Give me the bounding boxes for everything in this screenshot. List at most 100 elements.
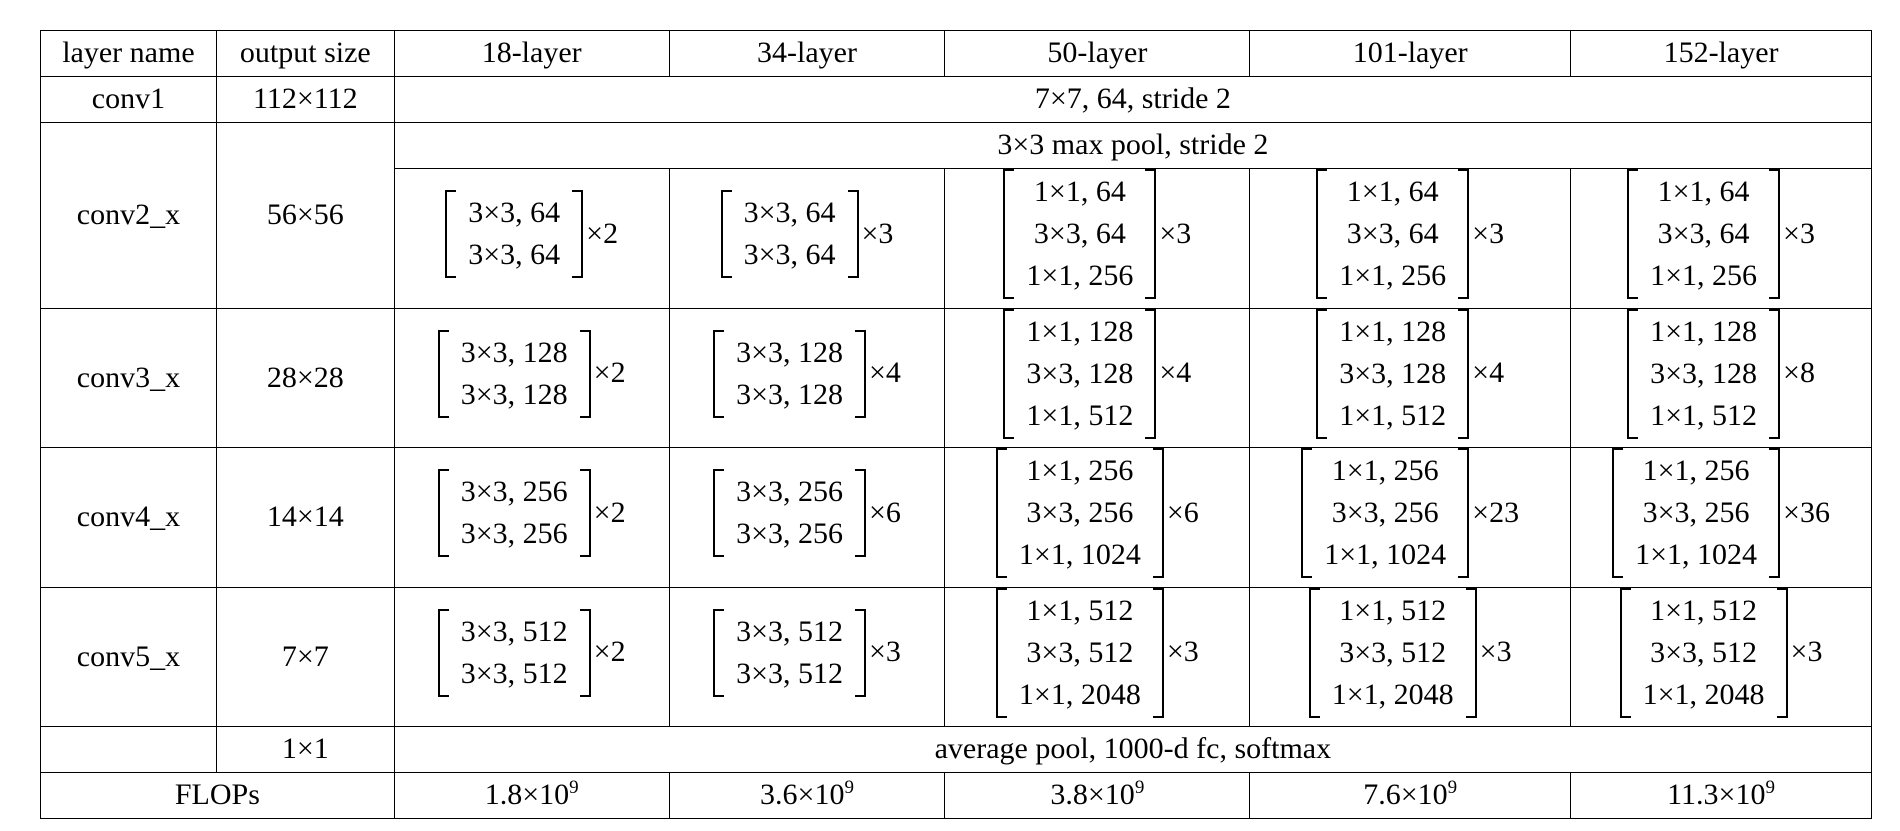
block-matrix: 3×3, 128 3×3, 128 (713, 329, 867, 418)
layer-name-cell: conv1 (40, 76, 217, 123)
block-entries: 3×3, 256 3×3, 256 (724, 469, 855, 557)
block-entries: 3×3, 256 3×3, 256 (449, 469, 580, 557)
right-bracket (1776, 587, 1788, 718)
block-matrix: 1×1, 64 3×3, 64 1×1, 256 (1003, 169, 1157, 299)
left-bracket (1316, 169, 1328, 299)
block-entry: 3×3, 256 (1026, 496, 1134, 529)
block-entry: 3×3, 256 (1331, 496, 1439, 529)
block-multiplier: ×8 (1783, 356, 1815, 390)
output-size-cell: 112×112 (215, 76, 395, 123)
left-bracket (1627, 169, 1639, 299)
block-cell: 1×1, 128 3×3, 128 1×1, 512 ×4 (944, 307, 1251, 448)
block-multiplier: ×6 (869, 495, 901, 529)
block-entries: 3×3, 128 3×3, 128 (724, 330, 855, 418)
flops-value: 7.6×109 (1249, 772, 1572, 819)
block-entry: 1×1, 2048 (1642, 677, 1765, 711)
left-bracket (1308, 587, 1320, 718)
block-entry: 3×3, 64 (468, 238, 561, 271)
block-multiplier: ×3 (1790, 635, 1823, 669)
building-block: 1×1, 512 3×3, 512 1×1, 2048 ×3 (1619, 587, 1823, 718)
block-entry: 3×3, 256 (736, 517, 844, 550)
block-entries: 1×1, 256 3×3, 256 1×1, 1024 (1312, 448, 1458, 578)
block-entries: 1×1, 64 3×3, 64 1×1, 256 (1638, 169, 1769, 299)
building-block: 3×3, 64 3×3, 64 ×2 (445, 190, 618, 278)
block-cell: 1×1, 256 3×3, 256 1×1, 1024 ×23 (1249, 447, 1572, 588)
block-cell: 1×1, 512 3×3, 512 1×1, 2048 ×3 (944, 586, 1251, 727)
output-size-cell: 28×28 (215, 307, 395, 448)
left-bracket (995, 448, 1007, 578)
right-bracket (1769, 169, 1781, 299)
flops-label: FLOPs (40, 772, 395, 819)
block-matrix: 3×3, 256 3×3, 256 (713, 469, 867, 557)
block-multiplier: ×2 (586, 216, 619, 250)
building-block: 3×3, 512 3×3, 512 ×3 (713, 608, 901, 697)
flops-exponent: 9 (1447, 777, 1458, 799)
block-entry: 3×3, 128 (1650, 356, 1758, 390)
block-entry: 1×1, 2048 (1331, 677, 1454, 711)
right-bracket (1145, 308, 1157, 439)
building-block: 1×1, 64 3×3, 64 1×1, 256 ×3 (1003, 169, 1191, 299)
flops-base: 1.8×10 (484, 778, 570, 812)
block-entry: 3×3, 256 (460, 475, 568, 508)
left-bracket (445, 190, 457, 278)
right-bracket (1458, 169, 1470, 299)
block-matrix: 1×1, 64 3×3, 64 1×1, 256 (1316, 169, 1470, 299)
block-matrix: 3×3, 64 3×3, 64 (445, 190, 584, 278)
flops-value: 11.3×109 (1570, 772, 1872, 819)
block-entry: 3×3, 128 (1026, 356, 1134, 390)
block-multiplier: ×3 (1472, 216, 1505, 250)
block-entries: 3×3, 128 3×3, 128 (449, 330, 580, 418)
left-bracket (995, 587, 1007, 718)
conv5-block-row: conv5_x 7×7 3×3, 512 3×3, 512 ×2 3×3, 512 3… (40, 586, 1872, 727)
left-bracket (720, 190, 732, 278)
block-matrix: 1×1, 512 3×3, 512 1×1, 2048 (995, 587, 1164, 718)
right-bracket (1145, 169, 1157, 299)
block-entries: 1×1, 64 3×3, 64 1×1, 256 (1327, 169, 1458, 299)
block-entry: 1×1, 1024 (1018, 538, 1141, 571)
block-multiplier: ×3 (1479, 635, 1512, 669)
block-cell: 3×3, 512 3×3, 512 ×3 (668, 586, 946, 727)
building-block: 3×3, 256 3×3, 256 ×6 (713, 469, 901, 557)
block-entry: 1×1, 1024 (1324, 538, 1447, 571)
block-multiplier: ×6 (1166, 495, 1199, 529)
block-entries: 1×1, 512 3×3, 512 1×1, 2048 (1631, 588, 1777, 718)
building-block: 1×1, 256 3×3, 256 1×1, 1024 ×36 (1612, 448, 1830, 578)
left-bracket (1301, 448, 1313, 578)
output-size-cell: 7×7 (215, 586, 395, 727)
block-matrix: 1×1, 256 3×3, 256 1×1, 1024 (1301, 448, 1470, 578)
building-block: 3×3, 128 3×3, 128 ×4 (713, 329, 901, 418)
right-bracket (847, 190, 859, 278)
flops-exponent: 9 (1765, 777, 1775, 799)
right-bracket (1458, 448, 1470, 578)
right-bracket (1769, 308, 1781, 439)
left-bracket (1619, 587, 1631, 718)
block-entry: 3×3, 128 (460, 377, 568, 411)
output-size-cell: 14×14 (215, 447, 395, 588)
block-entry: 3×3, 64 (1033, 217, 1126, 250)
building-block: 3×3, 128 3×3, 128 ×2 (437, 329, 626, 418)
block-cell: 3×3, 128 3×3, 128 ×4 (668, 307, 946, 448)
flops-row: FLOPs 1.8×109 3.6×109 3.8×109 7.6×109 11… (40, 772, 1872, 819)
header-152-layer: 152-layer (1570, 30, 1872, 77)
block-multiplier: ×4 (869, 356, 901, 390)
block-entry: 3×3, 128 (1339, 356, 1447, 390)
flops-base: 3.8×10 (1050, 778, 1135, 812)
right-bracket (579, 329, 591, 418)
block-matrix: 1×1, 512 3×3, 512 1×1, 2048 (1619, 587, 1788, 718)
avg-pool-row: 1×1 average pool, 1000-d fc, softmax (40, 726, 1873, 773)
block-entry: 1×1, 128 (1650, 314, 1758, 348)
block-matrix: 1×1, 512 3×3, 512 1×1, 2048 (1308, 587, 1477, 718)
block-matrix: 3×3, 64 3×3, 64 (720, 190, 859, 278)
block-matrix: 3×3, 512 3×3, 512 (437, 608, 591, 697)
block-entry: 1×1, 128 (1339, 314, 1447, 348)
block-cell: 1×1, 512 3×3, 512 1×1, 2048 ×3 (1570, 586, 1872, 727)
block-entries: 3×3, 64 3×3, 64 (456, 190, 572, 278)
block-multiplier: ×3 (861, 216, 894, 250)
block-entry: 3×3, 128 (736, 335, 844, 369)
block-multiplier: ×36 (1783, 495, 1830, 529)
resnet-architecture-table: layer name output size 18-layer 34-layer… (40, 30, 1873, 819)
left-bracket (437, 608, 449, 697)
conv1-spec-cell: 7×7, 64, stride 2 (393, 76, 1873, 123)
flops-base: 11.3×10 (1667, 778, 1766, 812)
block-entries: 1×1, 512 3×3, 512 1×1, 2048 (1320, 588, 1466, 718)
